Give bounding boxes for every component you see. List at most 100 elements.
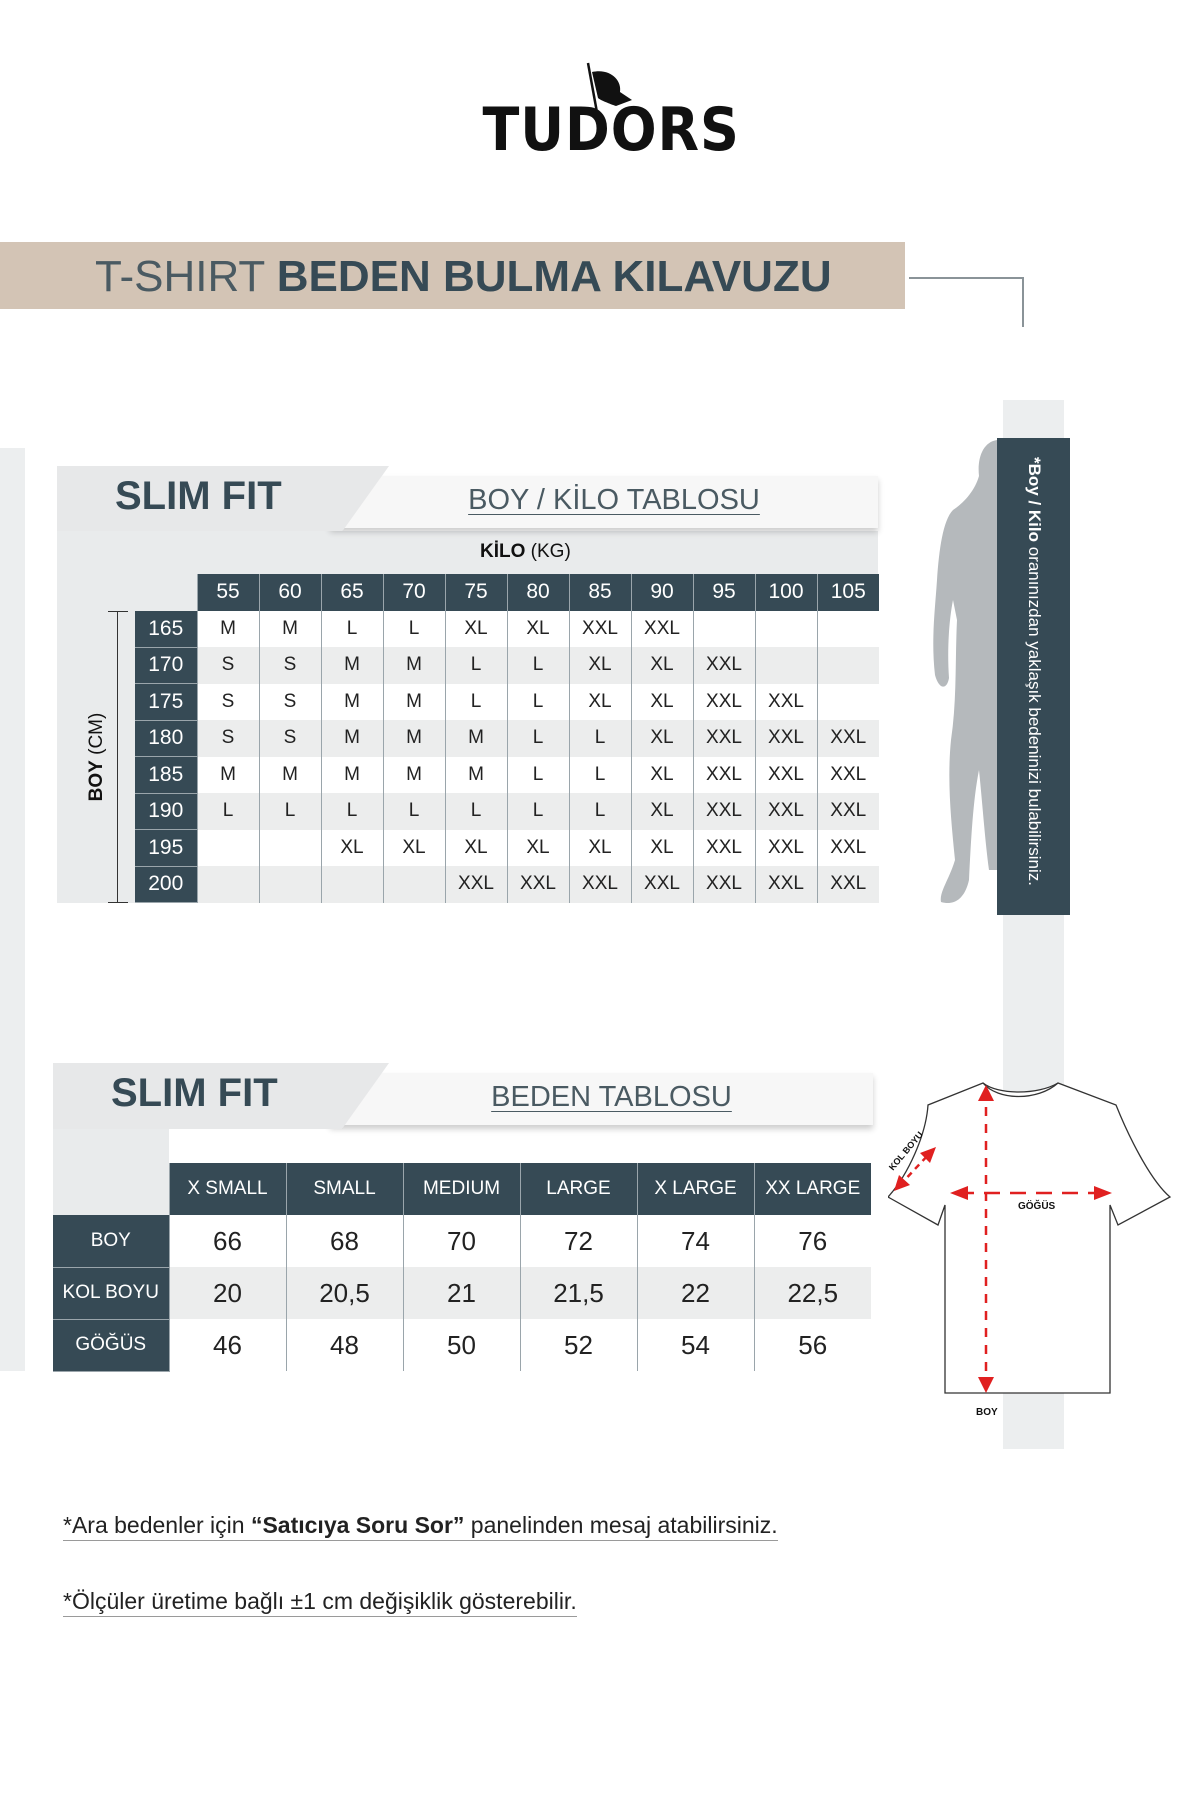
weight-header: 60 <box>258 574 321 611</box>
size-cell: M <box>320 683 383 720</box>
height-label: 165 <box>135 610 197 648</box>
size-cell: XXL <box>630 610 693 647</box>
size-header: X LARGE <box>636 1163 754 1215</box>
size-cell: XXL <box>754 683 817 720</box>
size-cell: L <box>320 793 383 830</box>
size-cell <box>320 866 383 903</box>
boy-kilo-subtitle-box: BOY / KİLO TABLOSU <box>330 476 878 528</box>
size-cell: XL <box>444 610 507 647</box>
size-cell: XL <box>630 756 693 793</box>
left-decor-strip <box>0 448 25 1371</box>
kilo-unit: (KG) <box>530 541 571 562</box>
size-cell: XL <box>630 829 693 866</box>
weight-header: 80 <box>506 574 569 611</box>
size-cell: XXL <box>816 866 879 903</box>
size-cell: XXL <box>754 866 817 903</box>
boy-diagram-label: BOY <box>976 1407 998 1418</box>
size-cell: XXL <box>754 720 817 757</box>
size-cell <box>816 610 879 647</box>
measure-cell: 46 <box>168 1319 286 1371</box>
size-cell <box>754 610 817 647</box>
kilo-axis-label: KİLO (KG) <box>480 541 571 563</box>
size-cell: L <box>506 756 569 793</box>
size-cell: L <box>382 610 445 647</box>
measure-cell: 21,5 <box>519 1267 637 1319</box>
measure-cell: 22,5 <box>753 1267 871 1319</box>
size-cell <box>196 866 259 903</box>
size-cell: M <box>382 647 445 684</box>
boy-bracket <box>108 611 128 903</box>
size-cell: S <box>196 683 259 720</box>
kilo-label: KİLO <box>480 541 526 562</box>
beden-subtitle-box: BEDEN TABLOSU <box>330 1073 873 1125</box>
title-bar: T-SHIRT BEDEN BULMA KILAVUZU <box>0 242 905 309</box>
size-cell: M <box>258 756 321 793</box>
size-cell: XL <box>630 683 693 720</box>
size-cell: M <box>382 683 445 720</box>
slim-fit-header-1: SLIM FIT <box>57 466 389 531</box>
slim-fit-header-2: SLIM FIT <box>53 1063 389 1129</box>
weight-header: 65 <box>320 574 383 611</box>
height-label: 195 <box>135 829 197 867</box>
size-header: SMALL <box>285 1163 403 1215</box>
size-cell: XXL <box>816 793 879 830</box>
size-cell: L <box>196 793 259 830</box>
section-label: SLIM FIT <box>115 474 282 518</box>
table-row: 195 XL XL XL XL XL XL XXL XXL XXL <box>135 829 879 867</box>
size-cell: XL <box>568 683 631 720</box>
note-intermediate-sizes: *Ara bedenler için “Satıcıya Soru Sor” p… <box>63 1512 778 1541</box>
size-cell: L <box>506 793 569 830</box>
size-cell: M <box>196 610 259 647</box>
size-cell: M <box>320 756 383 793</box>
brand-logo: TUDORS <box>470 60 739 165</box>
table-row: KOL BOYU 20 20,5 21 21,5 22 22,5 <box>53 1267 871 1320</box>
measure-cell: 66 <box>168 1215 286 1267</box>
size-cell: XXL <box>692 720 755 757</box>
size-cell: XL <box>568 829 631 866</box>
height-label: 175 <box>135 683 197 721</box>
size-cell: XXL <box>754 793 817 830</box>
size-cell: L <box>320 610 383 647</box>
weight-header: 100 <box>754 574 817 611</box>
height-label: 190 <box>135 793 197 830</box>
size-cell <box>258 866 321 903</box>
size-cell: XXL <box>630 866 693 903</box>
measure-cell: 22 <box>636 1267 754 1319</box>
size-cell: M <box>382 720 445 757</box>
measure-cell: 70 <box>402 1215 520 1267</box>
size-cell: L <box>568 756 631 793</box>
size-cell: M <box>382 756 445 793</box>
boy-label: BOY <box>86 760 107 802</box>
table-row: 170 S S M M L L XL XL XXL <box>135 647 879 684</box>
size-cell <box>816 647 879 684</box>
size-cell: XXL <box>692 793 755 830</box>
size-cell: XL <box>630 647 693 684</box>
size-cell: XL <box>506 610 569 647</box>
size-cell: L <box>568 720 631 757</box>
banner-bold: *Boy / Kilo <box>1024 456 1044 542</box>
weight-header: 55 <box>196 574 259 611</box>
size-cell: XXL <box>816 720 879 757</box>
banner-text: *Boy / Kilo oranınızdan yaklaşık bedenin… <box>1023 457 1045 897</box>
size-cell <box>258 829 321 866</box>
banner-rest: oranınızdan yaklaşık bedeninizi bulabili… <box>1024 541 1044 886</box>
weight-header: 75 <box>444 574 507 611</box>
size-cell: L <box>568 793 631 830</box>
size-cell: XXL <box>692 683 755 720</box>
size-cell: L <box>506 720 569 757</box>
size-cell: L <box>444 793 507 830</box>
size-cell: XXL <box>692 829 755 866</box>
size-cell: XL <box>506 829 569 866</box>
height-label: 185 <box>135 756 197 794</box>
size-cell <box>692 610 755 647</box>
size-cell: XL <box>444 829 507 866</box>
measure-cell: 52 <box>519 1319 637 1371</box>
size-cell: XXL <box>506 866 569 903</box>
measure-label: BOY <box>53 1215 169 1268</box>
size-cell: XXL <box>816 756 879 793</box>
measure-cell: 68 <box>285 1215 403 1267</box>
size-cell: M <box>258 610 321 647</box>
measure-cell: 20,5 <box>285 1267 403 1319</box>
size-cell: M <box>444 756 507 793</box>
table-row: 185 M M M M M L L XL XXL XXL XXL <box>135 756 879 794</box>
